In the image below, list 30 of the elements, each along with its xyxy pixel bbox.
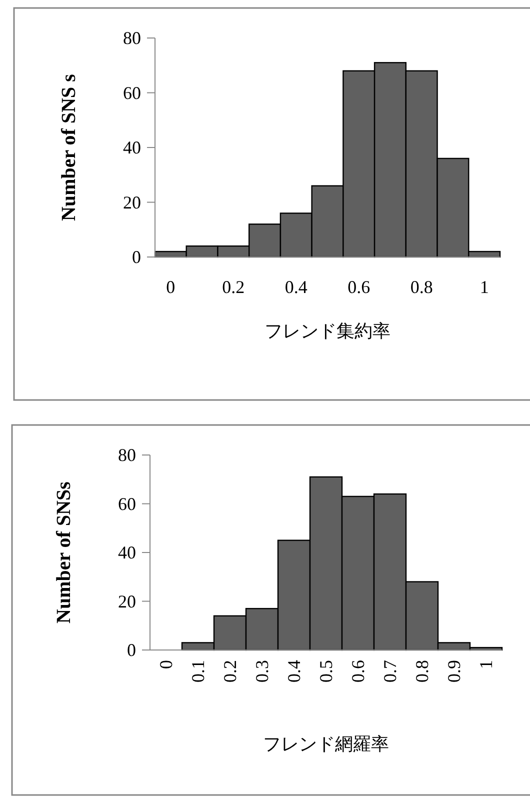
x-tick-label: 0.9 — [444, 660, 464, 682]
x-tick-label: 0.8 — [412, 660, 432, 682]
x-tick-label: 0.4 — [284, 277, 308, 297]
y-tick-label: 20 — [118, 591, 136, 612]
x-tick-label: 0.3 — [252, 660, 272, 682]
x-tick-label: 0.7 — [380, 660, 400, 682]
y-tick-label: 60 — [118, 494, 136, 514]
x-axis-title: フレンド網羅率 — [263, 734, 389, 754]
y-axis-title: Number of SNSs — [53, 481, 75, 624]
x-tick-label: 0.6 — [348, 660, 368, 682]
x-tick-label: 0.8 — [410, 277, 433, 297]
y-tick-label: 40 — [123, 138, 141, 158]
y-tick-label: 40 — [118, 542, 136, 562]
x-tick-label: 0.4 — [284, 660, 304, 682]
y-tick-label: 80 — [123, 28, 141, 48]
x-tick-label: 0.2 — [220, 660, 240, 682]
x-tick-label: 1 — [476, 660, 496, 669]
x-tick-label: 0 — [156, 660, 176, 669]
y-tick-label: 60 — [123, 82, 141, 103]
y-axis-title: Number of SNS s — [58, 74, 80, 221]
y-tick-label: 0 — [132, 247, 141, 267]
x-tick-label: 0 — [166, 277, 176, 297]
x-tick-label: 0.6 — [348, 277, 370, 297]
x-axis-title: フレンド集約率 — [264, 321, 390, 341]
y-tick-label: 20 — [123, 192, 141, 212]
y-tick-label: 80 — [118, 445, 136, 465]
x-tick-label: 0.1 — [188, 660, 208, 682]
x-tick-label: 0.5 — [316, 660, 336, 682]
x-tick-label: 0.2 — [222, 277, 245, 297]
x-tick-label: 1 — [480, 277, 489, 297]
